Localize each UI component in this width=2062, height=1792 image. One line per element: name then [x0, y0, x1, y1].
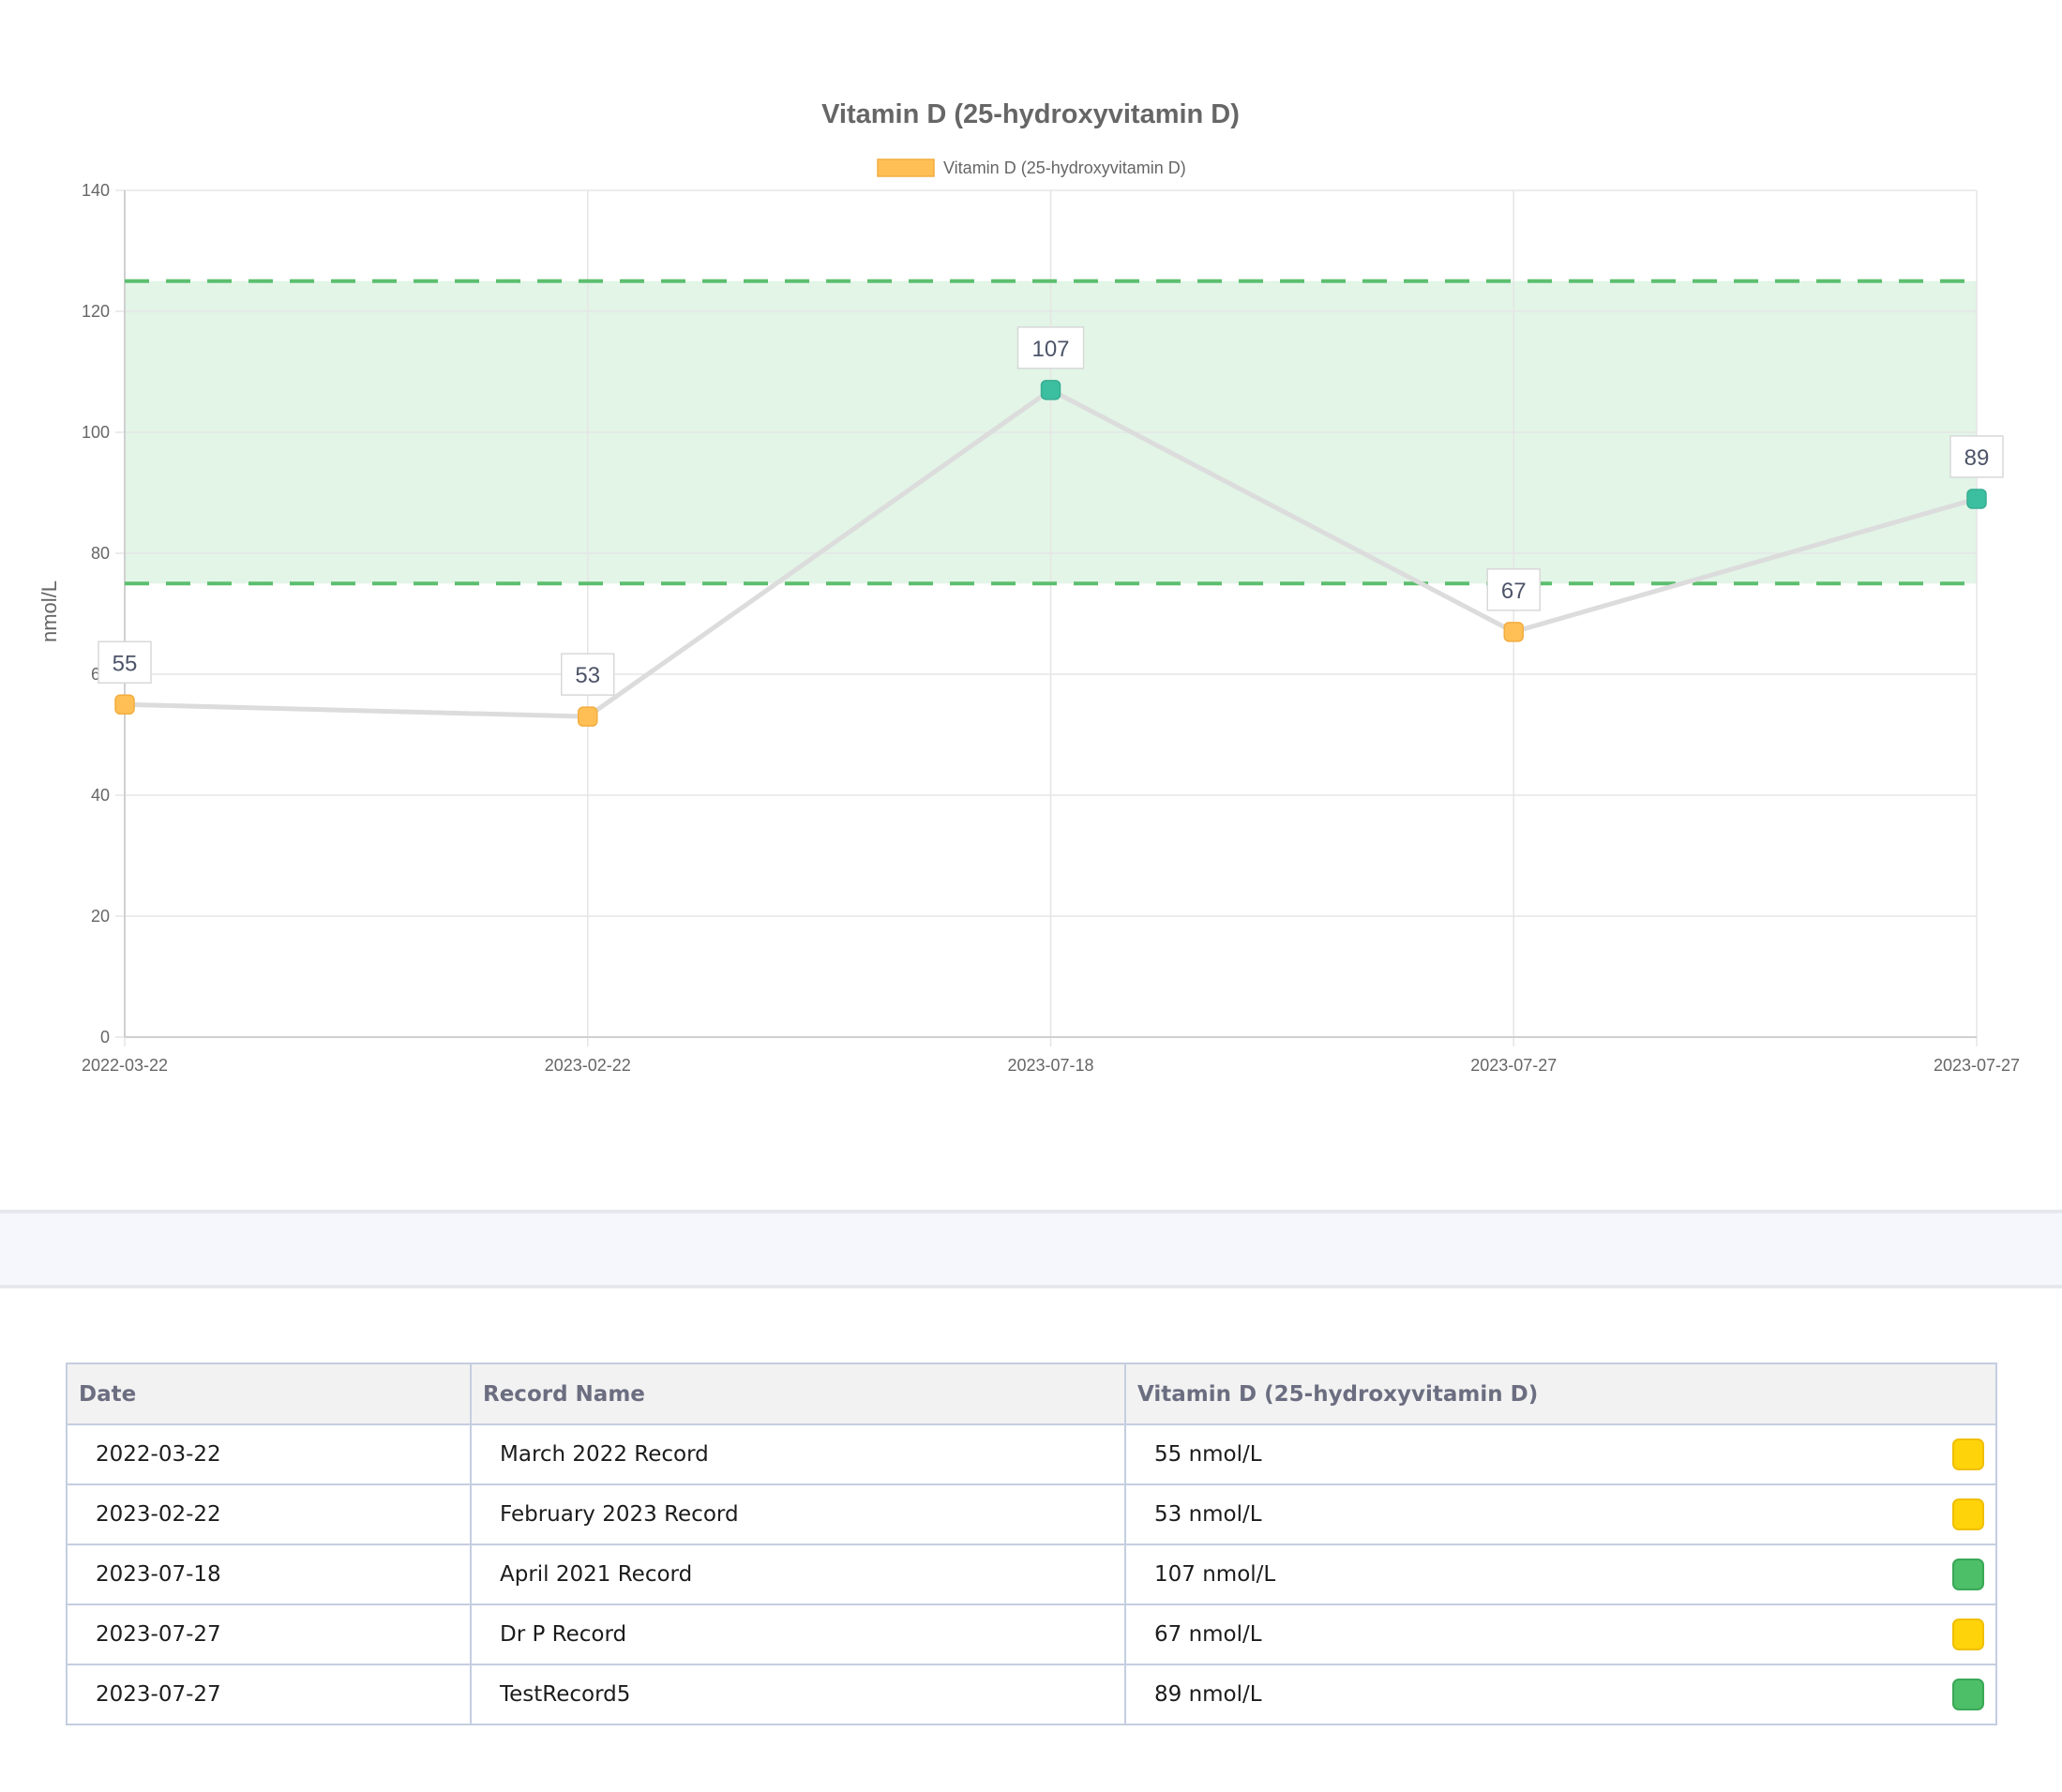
row-record-name: February 2023 Record [470, 1483, 1126, 1545]
row-date: 2023-07-27 [66, 1604, 472, 1665]
data-label-box [1949, 435, 2004, 478]
row-value: 107 nmol/L [1154, 1562, 1276, 1587]
row-record-name: April 2021 Record [470, 1544, 1126, 1605]
row-value: 53 nmol/L [1154, 1502, 1262, 1527]
legend-swatch [877, 158, 935, 177]
status-indicator [1952, 1498, 1984, 1530]
x-tick-label: 2023-07-27 [1470, 1056, 1557, 1075]
row-value-cell: 107 nmol/L [1124, 1544, 1997, 1605]
row-value-cell: 67 nmol/L [1124, 1604, 1997, 1665]
legend-label: Vitamin D (25-hydroxyvitamin D) [943, 158, 1186, 177]
header-vitamin-d[interactable]: Vitamin D (25-hydroxyvitamin D) [1124, 1363, 1997, 1425]
row-record-name: Dr P Record [470, 1604, 1126, 1665]
table-row[interactable]: 2023-07-18 April 2021 Record 107 nmol/L [66, 1544, 1997, 1605]
status-indicator [1952, 1679, 1984, 1710]
data-label: 67 [1501, 579, 1527, 604]
data-point [1503, 622, 1524, 642]
row-date: 2022-03-22 [66, 1423, 472, 1485]
row-date: 2023-07-27 [66, 1664, 472, 1725]
x-tick-label: 2023-07-27 [1934, 1056, 2020, 1075]
data-label: 89 [1964, 445, 1990, 471]
section-separator [0, 1210, 2062, 1288]
records-table: Date Record Name Vitamin D (25-hydroxyvi… [66, 1363, 1997, 1725]
y-tick-label: 140 [82, 181, 110, 200]
data-point [114, 694, 135, 715]
row-date: 2023-07-18 [66, 1544, 472, 1605]
status-indicator [1952, 1559, 1984, 1590]
row-record-name: March 2022 Record [470, 1423, 1126, 1485]
x-tick-label: 2023-02-22 [545, 1056, 631, 1075]
y-tick-label: 20 [91, 907, 110, 926]
data-label: 55 [113, 651, 138, 676]
row-value: 67 nmol/L [1154, 1622, 1262, 1647]
header-date[interactable]: Date [66, 1363, 472, 1425]
data-point [578, 706, 598, 727]
row-record-name: TestRecord5 [470, 1664, 1126, 1725]
row-value-cell: 55 nmol/L [1124, 1423, 1997, 1485]
y-tick-label: 80 [91, 544, 110, 563]
data-label-box [561, 653, 615, 696]
table-row[interactable]: 2023-02-22 February 2023 Record 53 nmol/… [66, 1483, 1997, 1545]
header-record-name[interactable]: Record Name [470, 1363, 1126, 1425]
row-date: 2023-02-22 [66, 1483, 472, 1545]
data-point [1040, 380, 1061, 400]
data-label-box [98, 640, 152, 684]
data-label-box [1486, 568, 1541, 611]
status-indicator [1952, 1619, 1984, 1650]
data-point [1966, 489, 1987, 509]
table-header-row: Date Record Name Vitamin D (25-hydroxyvi… [66, 1363, 1997, 1425]
y-axis-label: nmol/L [38, 580, 61, 642]
y-tick-label: 0 [100, 1028, 110, 1047]
y-tick-label: 120 [82, 302, 110, 321]
row-value-cell: 53 nmol/L [1124, 1483, 1997, 1545]
data-label: 53 [575, 663, 600, 688]
data-label-box [1016, 326, 1085, 369]
vitamin-d-chart: 0204060801001201402022-03-222023-02-2220… [38, 99, 2020, 1075]
chart-canvas: 0204060801001201402022-03-222023-02-2220… [38, 99, 2020, 1075]
table-row[interactable]: 2023-07-27 TestRecord5 89 nmol/L [66, 1664, 1997, 1725]
data-label: 107 [1031, 337, 1069, 362]
row-value-cell: 89 nmol/L [1124, 1664, 1997, 1725]
status-indicator [1952, 1438, 1984, 1470]
row-value: 55 nmol/L [1154, 1442, 1262, 1467]
y-tick-label: 40 [91, 786, 110, 805]
table-row[interactable]: 2023-07-27 Dr P Record 67 nmol/L [66, 1604, 1997, 1665]
table-row[interactable]: 2022-03-22 March 2022 Record 55 nmol/L [66, 1423, 1997, 1485]
x-tick-label: 2022-03-22 [82, 1056, 168, 1075]
y-tick-label: 100 [82, 423, 110, 442]
x-tick-label: 2023-07-18 [1007, 1056, 1093, 1075]
row-value: 89 nmol/L [1154, 1682, 1262, 1707]
chart-title: Vitamin D (25-hydroxyvitamin D) [821, 99, 1240, 129]
